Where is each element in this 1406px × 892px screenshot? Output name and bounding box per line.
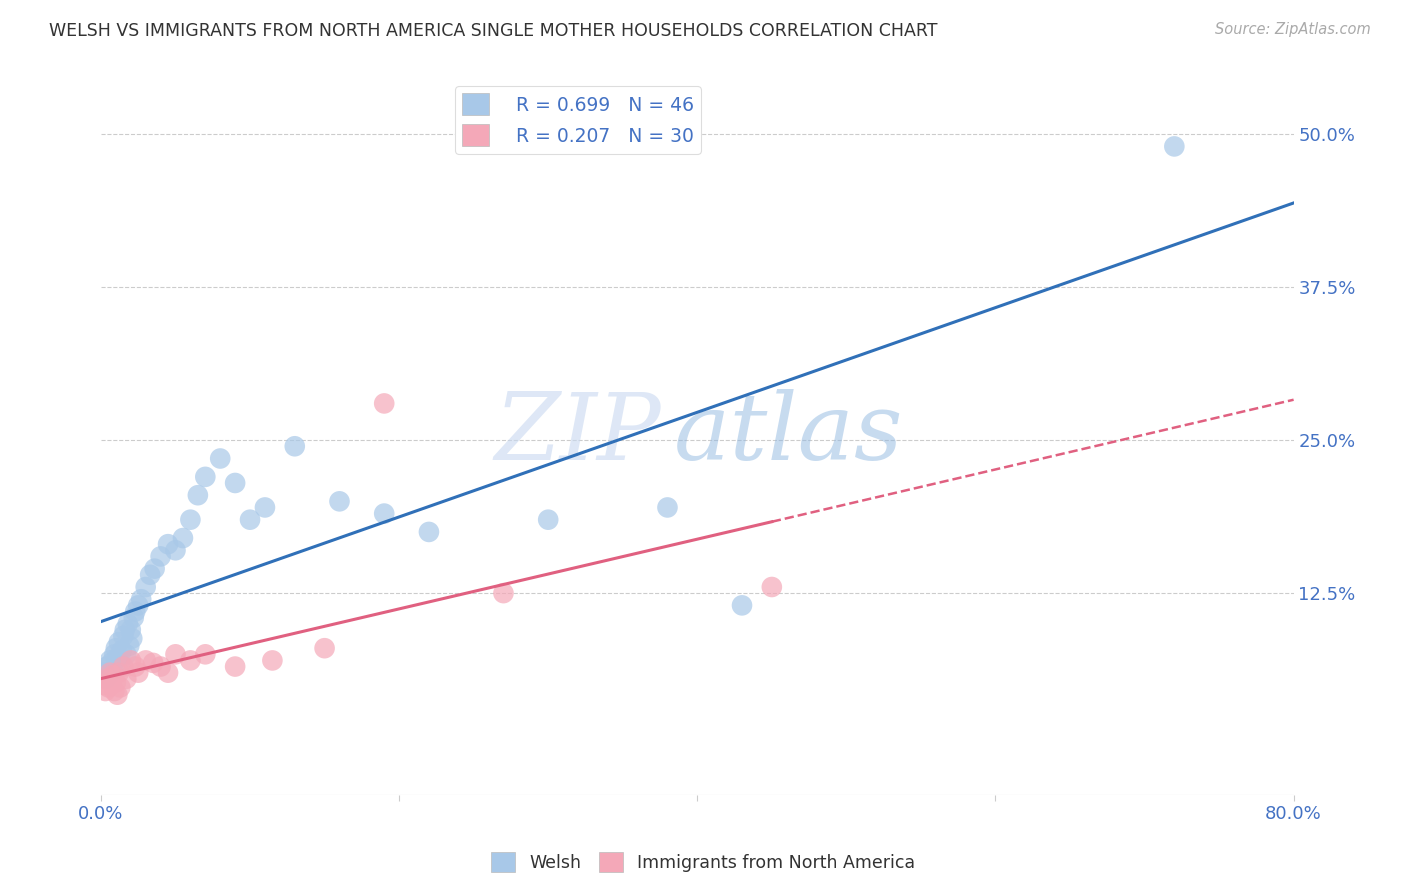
Point (135, 653, 157, 667)
Point (120, 653, 142, 667)
Point (108, 635, 131, 649)
Point (118, 639, 141, 653)
Point (111, 643, 134, 657)
Point (122, 610, 145, 624)
Point (112, 659, 135, 673)
Point (127, 665, 149, 680)
Point (165, 648, 187, 662)
Point (731, 599, 754, 613)
Point (657, 500, 679, 515)
Point (149, 659, 172, 673)
Point (110, 656, 132, 670)
Point (373, 507, 395, 521)
Point (105, 688, 128, 702)
Point (105, 651, 128, 665)
Point (149, 549, 172, 564)
Point (103, 648, 125, 662)
Point (537, 513, 560, 527)
Point (104, 675, 127, 690)
Point (100, 656, 122, 670)
Point (101, 668, 124, 682)
Point (179, 513, 201, 527)
Point (314, 641, 336, 656)
Text: Source: ZipAtlas.com: Source: ZipAtlas.com (1215, 22, 1371, 37)
Point (135, 580, 157, 594)
Point (129, 592, 152, 607)
Point (96, 659, 118, 673)
Point (97, 681, 120, 695)
Point (139, 567, 162, 582)
Point (121, 632, 143, 646)
Point (224, 659, 246, 673)
Point (94, 684, 117, 698)
Point (418, 524, 440, 539)
Point (100, 675, 122, 690)
Point (194, 648, 217, 662)
Point (93, 665, 115, 680)
Point (165, 543, 187, 558)
Point (104, 641, 127, 656)
Point (179, 653, 201, 667)
Point (101, 663, 124, 677)
Text: ZIP: ZIP (495, 389, 661, 479)
Point (98, 653, 121, 667)
Point (253, 500, 276, 515)
Point (120, 623, 142, 637)
Point (262, 653, 284, 667)
Text: WELSH VS IMMIGRANTS FROM NORTH AMERICA SINGLE MOTHER HOUSEHOLDS CORRELATION CHAR: WELSH VS IMMIGRANTS FROM NORTH AMERICA S… (49, 22, 938, 40)
Point (328, 494, 350, 508)
Text: atlas: atlas (673, 389, 903, 479)
Legend:   R = 0.699   N = 46,   R = 0.207   N = 30: R = 0.699 N = 46, R = 0.207 N = 30 (456, 86, 702, 153)
Point (284, 439, 307, 453)
Point (93, 678, 115, 692)
Point (761, 580, 783, 594)
Point (112, 629, 135, 643)
Point (117, 616, 139, 631)
Point (209, 451, 232, 466)
Point (124, 659, 146, 673)
Point (172, 531, 194, 545)
Point (142, 656, 165, 670)
Point (187, 488, 209, 502)
Point (1163, 139, 1185, 153)
Point (143, 561, 166, 575)
Point (127, 599, 149, 613)
Point (224, 475, 246, 490)
Point (97, 668, 120, 682)
Point (239, 513, 262, 527)
Point (115, 672, 138, 686)
Point (110, 681, 132, 695)
Point (96, 672, 118, 686)
Point (108, 665, 131, 680)
Point (115, 648, 138, 662)
Point (114, 623, 136, 637)
Point (157, 537, 180, 551)
Point (98, 665, 121, 680)
Point (194, 470, 217, 484)
Legend: Welsh, Immigrants from North America: Welsh, Immigrants from North America (484, 845, 922, 879)
Point (492, 586, 515, 600)
Point (124, 605, 146, 619)
Point (157, 665, 180, 680)
Point (103, 684, 125, 698)
Point (373, 396, 395, 410)
Point (94, 672, 117, 686)
